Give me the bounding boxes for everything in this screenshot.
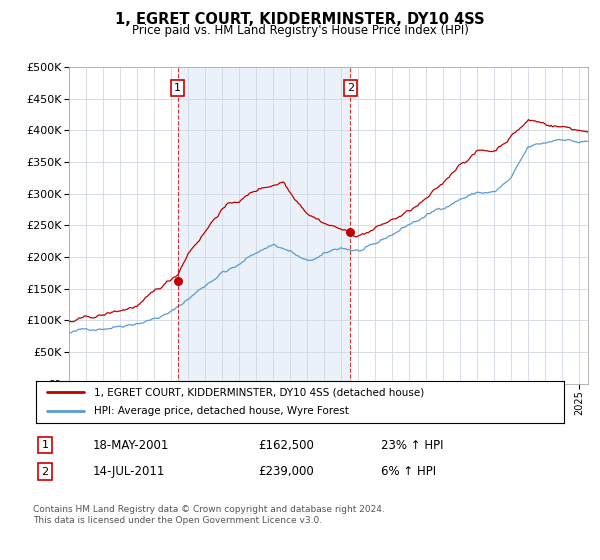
Text: HPI: Average price, detached house, Wyre Forest: HPI: Average price, detached house, Wyre… <box>94 407 349 417</box>
Text: 1: 1 <box>41 440 49 450</box>
Text: 18-MAY-2001: 18-MAY-2001 <box>93 438 169 452</box>
Text: 1, EGRET COURT, KIDDERMINSTER, DY10 4SS (detached house): 1, EGRET COURT, KIDDERMINSTER, DY10 4SS … <box>94 387 424 397</box>
Text: 23% ↑ HPI: 23% ↑ HPI <box>381 438 443 452</box>
Point <box>173 276 182 285</box>
Text: 14-JUL-2011: 14-JUL-2011 <box>93 465 166 478</box>
Point <box>346 228 355 237</box>
Text: 2: 2 <box>347 83 354 93</box>
Text: £162,500: £162,500 <box>258 438 314 452</box>
Text: 1: 1 <box>174 83 181 93</box>
Text: £239,000: £239,000 <box>258 465 314 478</box>
Text: Contains HM Land Registry data © Crown copyright and database right 2024.
This d: Contains HM Land Registry data © Crown c… <box>33 505 385 525</box>
Text: 6% ↑ HPI: 6% ↑ HPI <box>381 465 436 478</box>
Text: 1, EGRET COURT, KIDDERMINSTER, DY10 4SS: 1, EGRET COURT, KIDDERMINSTER, DY10 4SS <box>115 12 485 27</box>
Text: Price paid vs. HM Land Registry's House Price Index (HPI): Price paid vs. HM Land Registry's House … <box>131 24 469 37</box>
Bar <box>178 67 350 384</box>
Text: 2: 2 <box>41 466 49 477</box>
